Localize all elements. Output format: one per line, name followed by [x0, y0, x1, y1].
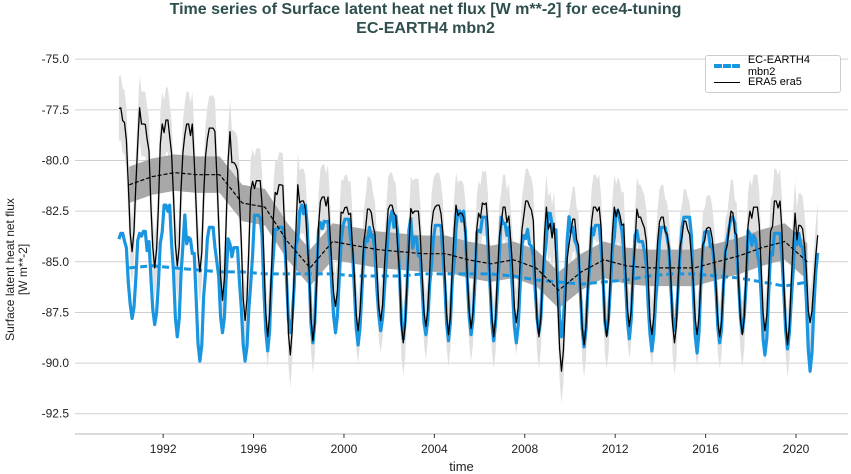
x-tick-label: 1992	[150, 442, 177, 456]
chart-title: Time series of Surface latent heat net f…	[169, 1, 682, 18]
y-tick-label: -92.5	[42, 407, 70, 421]
y-tick-label: -85.0	[42, 255, 70, 269]
x-tick-label: 2020	[783, 442, 810, 456]
y-tick-label: -80.0	[42, 153, 70, 167]
chart-title-block: Time series of Surface latent heat net f…	[0, 0, 851, 38]
y-tick-label: -90.0	[42, 356, 70, 370]
legend-swatch-ecearth	[714, 64, 740, 68]
x-axis-label: time	[449, 459, 474, 474]
y-tick-label: -87.5	[42, 305, 70, 319]
legend: EC-EARTH4 mbn2 ERA5 era5	[705, 54, 841, 93]
y-tick-label: -75.0	[42, 52, 70, 66]
era5-running-std-band	[129, 154, 808, 309]
x-tick-label: 2000	[331, 442, 358, 456]
era5-monthly-line	[118, 107, 819, 372]
chart-subtitle: EC-EARTH4 mbn2	[356, 20, 495, 37]
x-tick-label: 2012	[602, 442, 629, 456]
legend-swatch-era5	[714, 81, 740, 83]
legend-label: ERA5 era5	[748, 76, 802, 88]
y-tick-label: -82.5	[42, 204, 70, 218]
legend-label: EC-EARTH4 mbn2	[747, 54, 810, 78]
x-tick-label: 2016	[692, 442, 719, 456]
era5-running-mean-line	[128, 172, 808, 291]
era5-spread-band	[118, 75, 818, 404]
legend-item-ecearth: EC-EARTH4 mbn2	[714, 54, 840, 78]
x-tick-label: 2004	[421, 442, 448, 456]
legend-item-era5: ERA5 era5	[714, 74, 802, 90]
y-axis-label: Surface latent heat net flux[W m**-2]	[3, 198, 30, 341]
y-tick-label: -77.5	[42, 103, 70, 117]
x-tick-label: 2008	[511, 442, 538, 456]
x-tick-label: 1996	[240, 442, 267, 456]
